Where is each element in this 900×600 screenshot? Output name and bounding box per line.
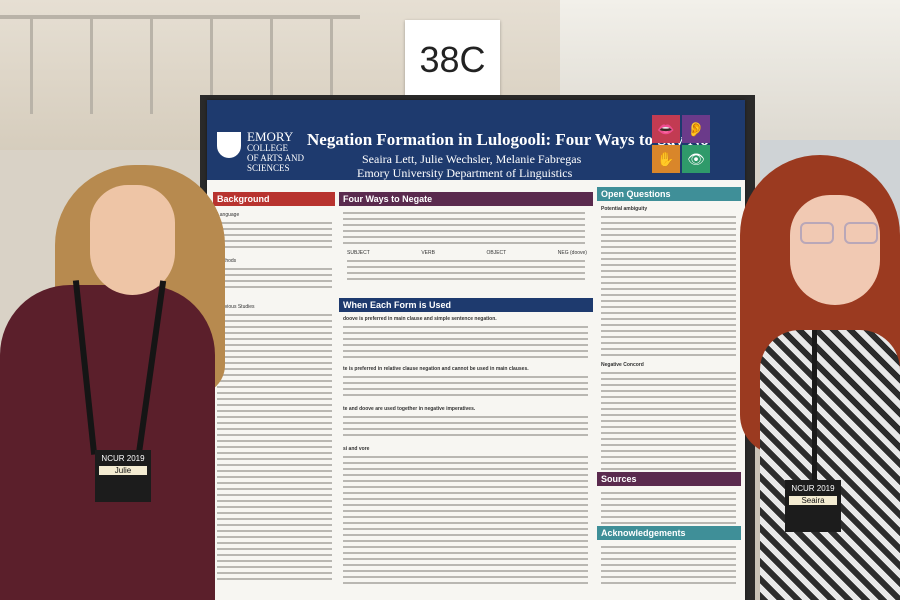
eye-icon: 👁 <box>682 145 710 173</box>
when-used-item-2: te is preferred in relative clause negat… <box>343 366 529 372</box>
hand-icon: ✋ <box>652 145 680 173</box>
when-used-item-3: te and doove are used together in negati… <box>343 406 476 412</box>
section-sources: Sources <box>597 472 741 486</box>
presenter-right-lanyard <box>812 330 817 480</box>
section-acknowledgements: Acknowledgements <box>597 526 741 540</box>
section-open-questions: Open Questions <box>597 187 741 201</box>
research-poster: EMORY COLLEGE OF ARTS AND SCIENCES Negat… <box>207 100 745 600</box>
when-used-text-4 <box>343 456 588 588</box>
background-text <box>217 222 332 252</box>
open-question-ambiguity: Potential ambiguity <box>601 206 648 212</box>
presenter-left-body <box>0 285 215 600</box>
sources-text <box>601 492 736 528</box>
presenter-left-badge: NCUR 2019 Julie <box>95 450 151 502</box>
open-questions-text-1 <box>601 216 736 360</box>
previous-studies-text <box>217 314 332 584</box>
acknowledgements-text <box>601 546 736 588</box>
when-used-text-1 <box>343 326 588 362</box>
section-four-ways: Four Ways to Negate <box>339 192 593 206</box>
background-item-previous-studies: Previous Studies <box>217 304 255 310</box>
poster-authors: Seaira Lett, Julie Wechsler, Melanie Fab… <box>362 152 582 166</box>
methods-text <box>217 268 332 292</box>
poster-title: Negation Formation in Lulogooli: Four Wa… <box>307 130 709 149</box>
booth-number-sign: 38C <box>405 20 500 100</box>
four-ways-examples <box>343 212 585 248</box>
poster-header: EMORY COLLEGE OF ARTS AND SCIENCES Negat… <box>207 100 745 180</box>
glasses-icon <box>800 222 880 244</box>
ear-icon: 👂 <box>682 115 710 143</box>
balcony-railing <box>0 15 360 114</box>
background-item-language: Language <box>217 212 240 218</box>
section-when-used: When Each Form is Used <box>339 298 593 312</box>
presenter-left-face <box>90 185 175 295</box>
when-used-text-2 <box>343 376 588 400</box>
negation-table-rows <box>347 260 585 284</box>
when-used-text-3 <box>343 416 588 440</box>
presenter-right-body <box>760 330 900 600</box>
when-used-item-4: si and vore <box>343 446 370 452</box>
background-item-methods: Methods <box>217 258 237 264</box>
presenter-right-badge: NCUR 2019 Seaira <box>785 480 841 532</box>
mouth-icon: 👄 <box>652 115 680 143</box>
college-logo: EMORY COLLEGE OF ARTS AND SCIENCES <box>247 129 304 173</box>
open-questions-text-2 <box>601 372 736 480</box>
emory-shield-icon <box>217 132 241 158</box>
when-used-item-1: doove is preferred in main clause and si… <box>343 316 497 322</box>
section-background: Background <box>213 192 335 206</box>
presenter-right-face <box>790 195 880 305</box>
open-question-negative-concord: Negative Concord <box>601 362 644 368</box>
sensory-icons: 👄 👂 ✋ 👁 <box>652 115 710 173</box>
negation-table-headers: SUBJECT VERB OBJECT NEG (doove) <box>347 250 587 256</box>
poster-department: Emory University Department of Linguisti… <box>357 166 573 180</box>
